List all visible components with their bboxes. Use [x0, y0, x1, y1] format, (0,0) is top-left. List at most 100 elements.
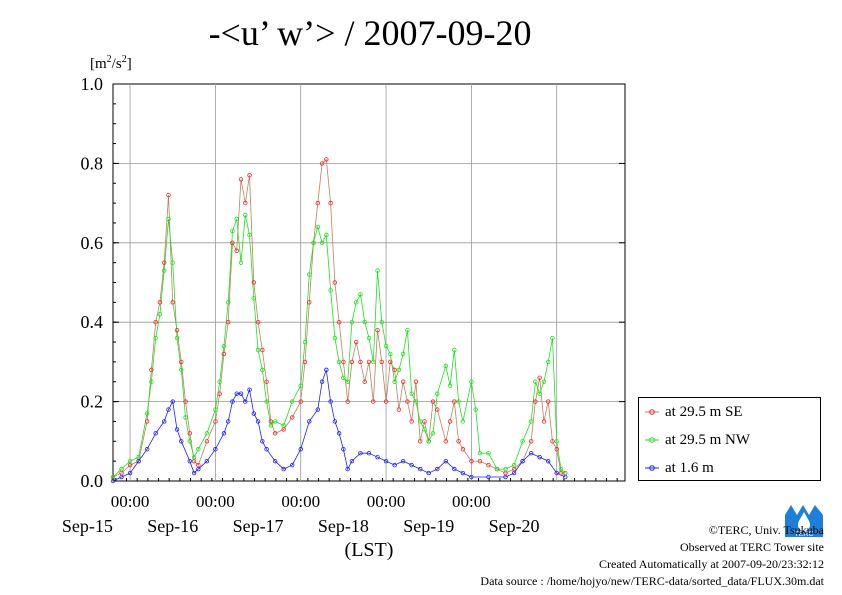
data-point: [400, 351, 406, 357]
data-point: [366, 359, 372, 365]
data-point: [179, 439, 184, 444]
data-point: [447, 419, 453, 424]
footer-source: Data source : /home/hojyo/new/TERC-data/…: [480, 574, 824, 588]
data-point: [144, 419, 150, 424]
data-point: [375, 454, 380, 460]
data-point: [422, 419, 427, 424]
legend-label-se: at 29.5 m SE: [665, 403, 743, 420]
data-point: [375, 327, 380, 333]
data-point: [456, 399, 461, 404]
data-point: [375, 268, 380, 273]
data-point: [341, 447, 346, 452]
data-point: [324, 232, 329, 238]
data-point: [260, 367, 265, 373]
data-point: [307, 272, 312, 277]
data-point: [166, 407, 171, 412]
data-point: [469, 474, 474, 480]
data-point: [149, 367, 154, 373]
data-point: [511, 462, 517, 468]
data-point: [503, 474, 508, 480]
data-point: [179, 359, 184, 365]
y-tick-label: 0.4: [81, 312, 104, 332]
data-point: [157, 300, 163, 305]
y-tick-label: 0.6: [81, 233, 104, 253]
y-tick-label: 0.8: [81, 153, 104, 173]
data-point: [221, 351, 227, 357]
data-point: [315, 407, 320, 412]
data-point: [503, 466, 508, 472]
footer-site: Observed at TERC Tower site: [679, 540, 824, 554]
data-point: [383, 399, 389, 404]
data-point: [456, 439, 461, 444]
data-point: [528, 451, 534, 456]
y-tick-label: 0.2: [81, 392, 104, 412]
data-point: [315, 224, 320, 230]
data-point: [546, 359, 551, 365]
data-point: [153, 320, 158, 325]
data-point: [349, 320, 355, 325]
plot-frame: [112, 83, 626, 482]
data-point: [537, 375, 542, 380]
data-point: [371, 399, 376, 404]
data-point: [388, 359, 393, 365]
x-tick-label-time: 00:00: [281, 492, 320, 511]
legend-label-low: at 1.6 m: [665, 459, 714, 476]
data-point: [298, 399, 303, 404]
data-point: [174, 327, 180, 333]
data-point: [247, 173, 252, 178]
data-point: [144, 411, 150, 416]
data-point: [537, 454, 542, 460]
y-tick-label: 1.0: [81, 74, 104, 94]
data-point: [354, 339, 359, 345]
data-point: [191, 454, 197, 460]
series-line-1: [112, 214, 566, 478]
data-point: [153, 431, 158, 436]
data-point: [379, 320, 384, 325]
data-point: [183, 399, 188, 404]
data-point: [494, 466, 500, 472]
data-point: [187, 439, 192, 444]
data-point: [452, 347, 457, 353]
data-point: [298, 447, 303, 452]
data-point: [409, 391, 414, 396]
data-point: [213, 407, 218, 412]
data-point: [541, 419, 547, 424]
data-point: [396, 367, 402, 373]
data-point: [541, 379, 547, 384]
data-point: [290, 399, 295, 404]
data-point: [187, 431, 192, 436]
data-point: [452, 466, 457, 472]
data-point: [247, 387, 252, 392]
data-point: [230, 399, 235, 404]
data-point: [243, 212, 248, 218]
data-point: [336, 431, 342, 436]
data-point: [418, 466, 423, 472]
data-point: [392, 379, 397, 384]
x-tick-label-date: Sep-20: [489, 516, 540, 536]
data-point: [371, 359, 376, 365]
data-point: [251, 296, 256, 301]
data-point: [409, 462, 414, 468]
data-point: [324, 367, 329, 373]
data-point: [546, 458, 551, 464]
data-point: [179, 367, 184, 373]
data-point: [400, 379, 406, 384]
data-point: [358, 292, 363, 297]
legend-marker-se: [645, 409, 659, 415]
data-point: [550, 439, 555, 444]
data-point: [443, 439, 448, 444]
data-point: [324, 157, 329, 162]
data-point: [234, 391, 239, 396]
data-point: [119, 474, 124, 480]
data-point: [418, 419, 423, 424]
data-point: [341, 359, 346, 365]
data-point: [435, 407, 440, 412]
data-point: [255, 419, 261, 424]
data-point: [204, 458, 210, 464]
x-tick-label-date: Sep-19: [403, 516, 454, 536]
data-point: [413, 399, 419, 404]
data-point: [238, 177, 244, 182]
data-point: [238, 391, 244, 396]
data-point: [272, 419, 278, 424]
